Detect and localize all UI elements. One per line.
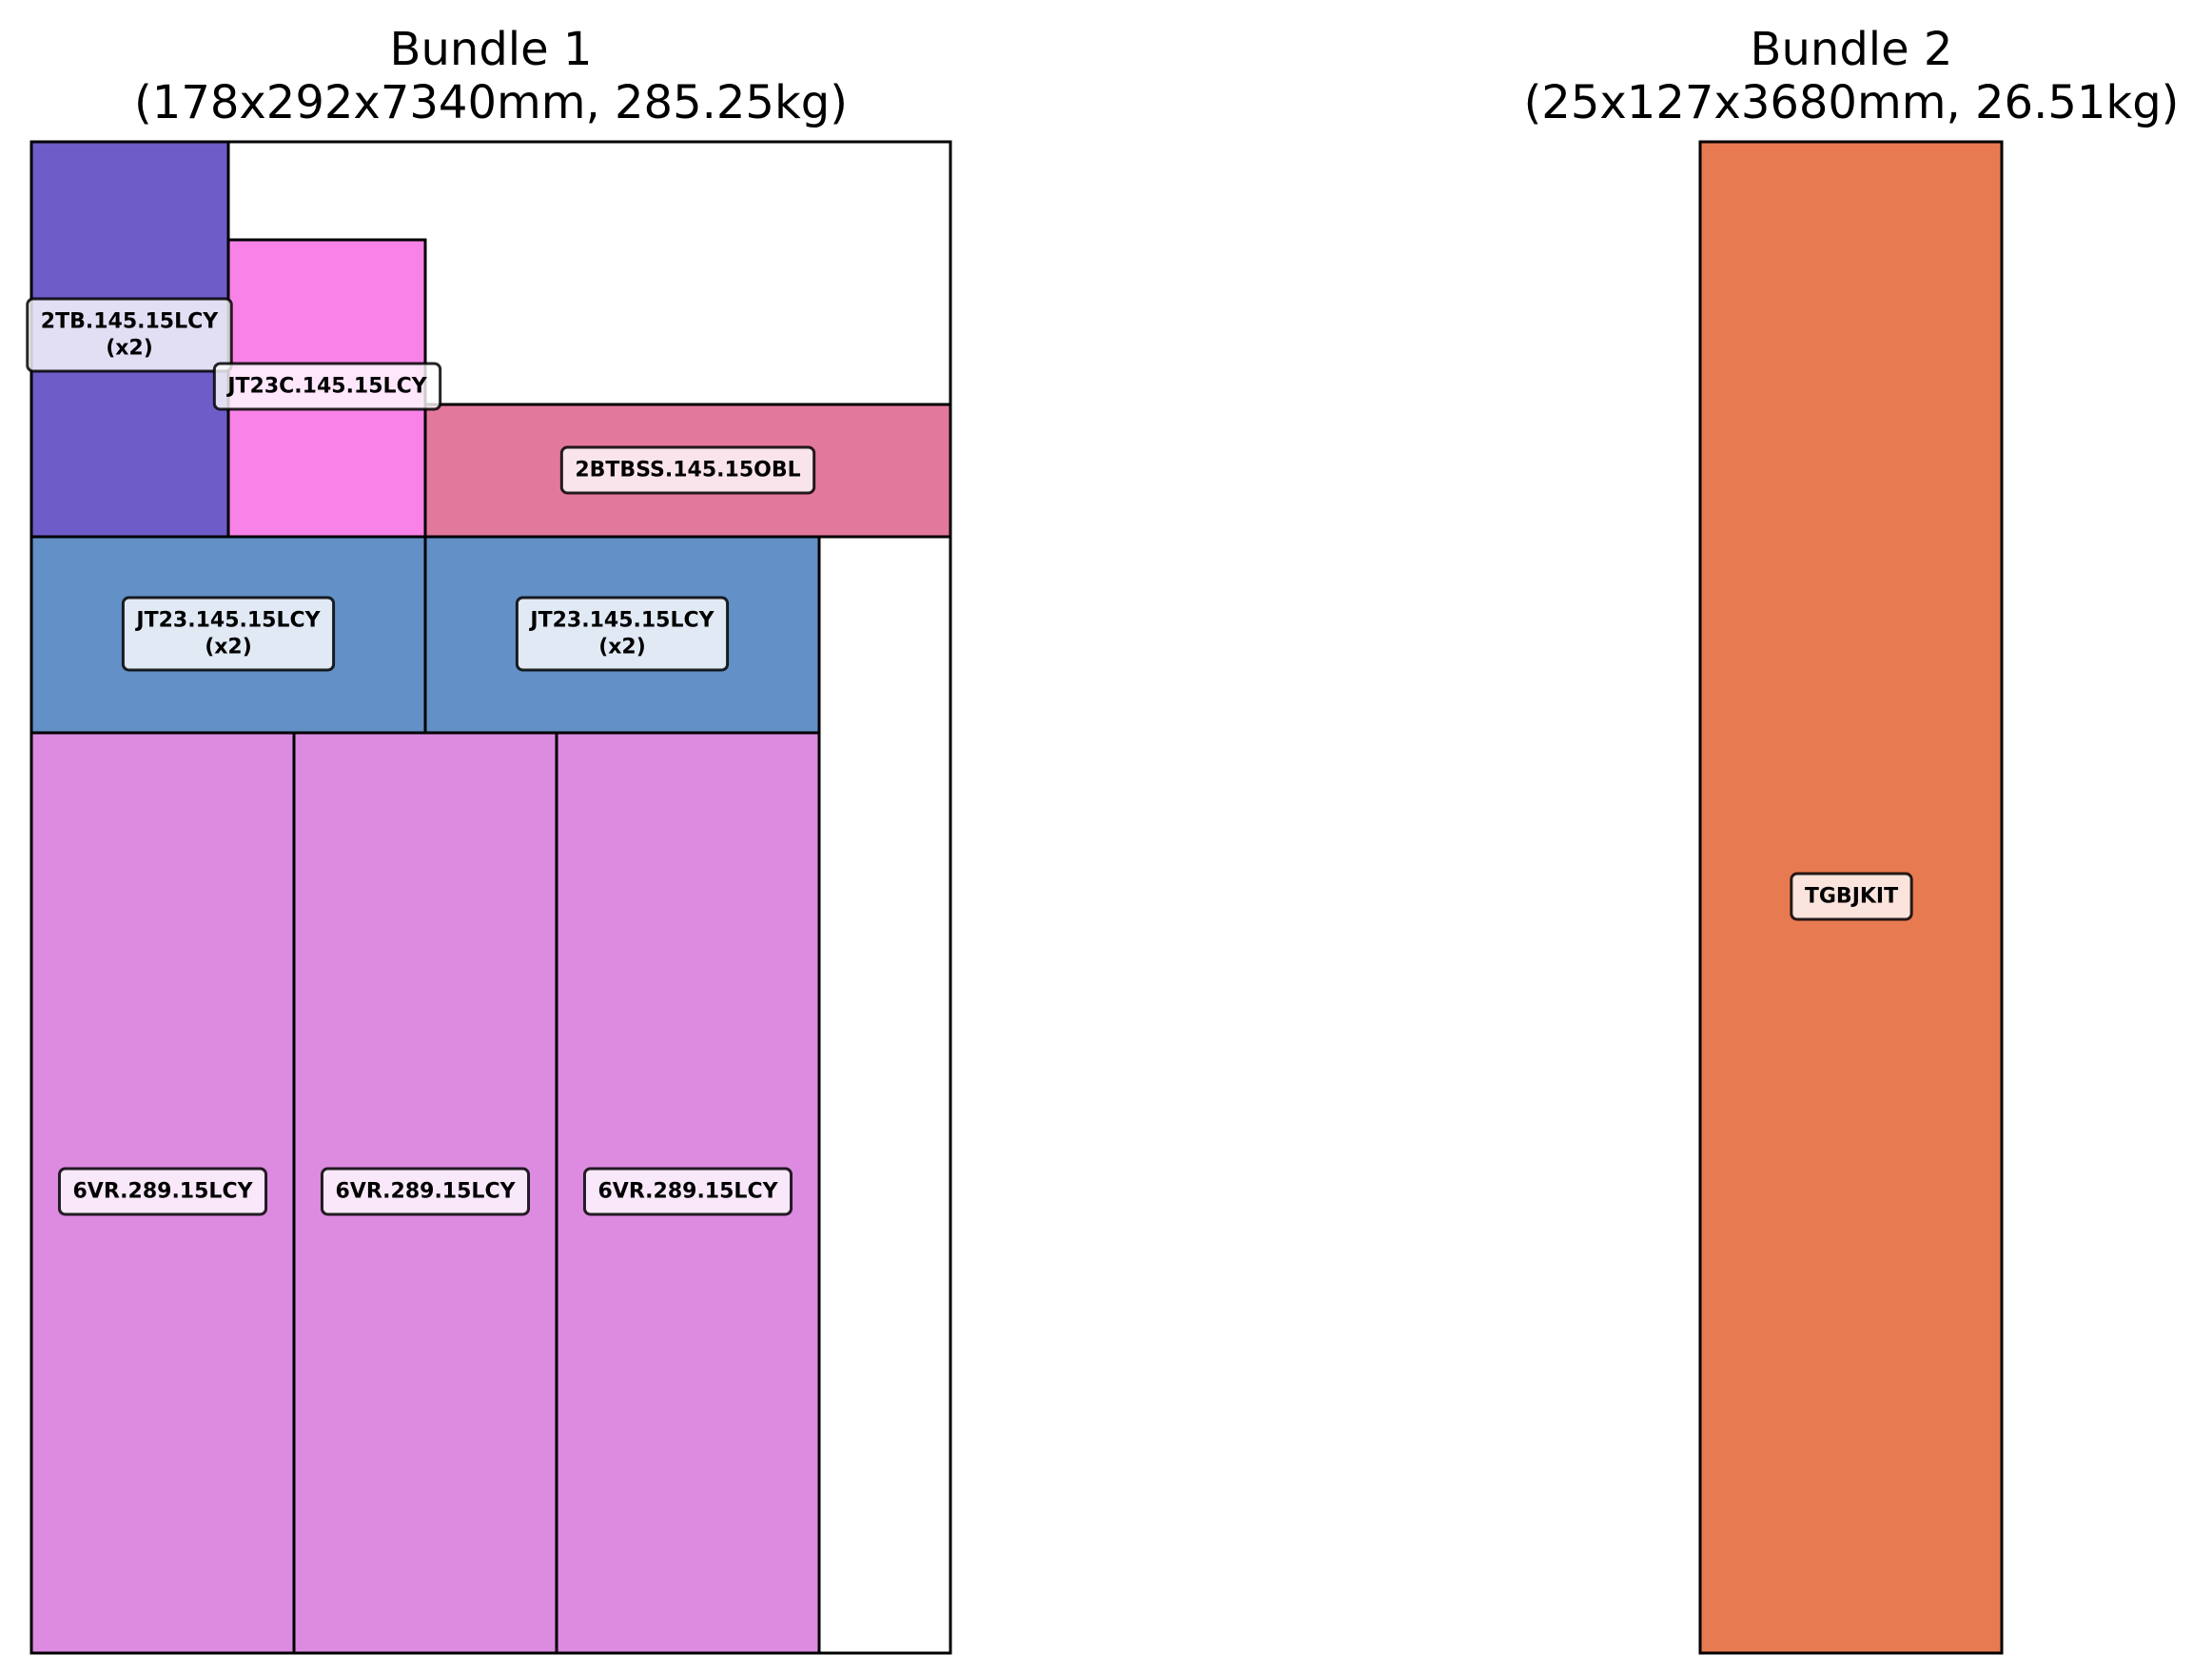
- piece-label: TGBJKIT: [1790, 872, 1913, 921]
- piece-label-box: [121, 596, 336, 672]
- piece-label: 2BTBSS.145.15OBL: [559, 445, 816, 495]
- piece-label-text: TGBJKIT: [1805, 885, 1898, 909]
- bundle-1-subtitle: (178x292x7340mm, 285.25kg): [134, 76, 848, 129]
- piece-label: JT23.145.15LCY (x2): [121, 596, 336, 672]
- piece-label-text: 6VR.289.15LCY: [597, 1180, 778, 1204]
- piece-label-text: JT23.145.15LCY: [528, 609, 714, 633]
- piece-label: JT23C.145.15LCY: [212, 362, 442, 411]
- piece-label-box: [1790, 872, 1913, 921]
- bundle-1-pieces: 2TB.145.15LCY (x2) JT23C.145.15LCY 2BTBSS.1…: [26, 140, 952, 1655]
- piece-label: 6VR.289.15LCY: [57, 1167, 268, 1216]
- bundle-2-pieces: TGBJKIT: [1698, 140, 2004, 1655]
- bundle-1-title: Bundle 1: [390, 23, 593, 76]
- piece-label-box: [515, 596, 730, 672]
- bundle-2-title: Bundle 2: [1751, 23, 1953, 76]
- piece-label-text: 6VR.289.15LCY: [72, 1180, 253, 1204]
- piece-label-text: 6VR.289.15LCY: [335, 1180, 516, 1204]
- bundle-1-panel: Bundle 1 (178x292x7340mm, 285.25kg) 2TB.…: [26, 23, 952, 1655]
- piece-label-text: (x2): [205, 636, 252, 660]
- piece-label-box: [320, 1167, 531, 1216]
- piece-label-text: JT23C.145.15LCY: [225, 375, 427, 399]
- piece-label: 6VR.289.15LCY: [320, 1167, 531, 1216]
- piece-label-text: (x2): [598, 636, 646, 660]
- piece-label-box: [559, 445, 816, 495]
- piece-labels: TGBJKIT: [1790, 872, 1913, 921]
- piece-labels: 2TB.145.15LCY (x2) JT23C.145.15LCY 2BTBSS.1…: [26, 297, 816, 1216]
- piece-label-text: (x2): [106, 337, 153, 361]
- piece-label-box: [26, 297, 233, 373]
- bundle-2-subtitle: (25x127x3680mm, 26.51kg): [1524, 76, 2180, 129]
- piece-label-text: JT23.145.15LCY: [134, 609, 321, 633]
- piece-label: 2TB.145.15LCY (x2): [26, 297, 233, 373]
- piece-label-box: [582, 1167, 793, 1216]
- bundle-2-panel: Bundle 2 (25x127x3680mm, 26.51kg) TGBJKI…: [1524, 23, 2180, 1655]
- piece-label: 6VR.289.15LCY: [582, 1167, 793, 1216]
- piece-label-text: 2TB.145.15LCY: [41, 310, 220, 334]
- piece-label-box: [212, 362, 442, 411]
- piece-label: JT23.145.15LCY (x2): [515, 596, 730, 672]
- piece-label-box: [57, 1167, 268, 1216]
- piece-label-text: 2BTBSS.145.15OBL: [575, 459, 800, 483]
